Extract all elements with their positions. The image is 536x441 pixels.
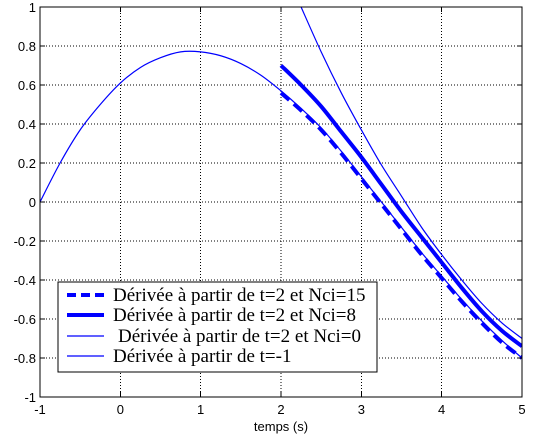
legend-label: Dérivée à partir de t=2 et Nci=15: [113, 285, 366, 306]
legend-item: Dérivée à partir de t=-1: [67, 346, 291, 367]
series-line-2: [279, 64, 522, 348]
legend-item: Dérivée à partir de t=2 et Nci=8: [67, 305, 356, 326]
x-tick-label: 0: [117, 402, 124, 417]
y-tick-label: -0.4: [14, 273, 36, 288]
x-tick-labels: -1 0 1 2 3 4 5: [34, 402, 525, 417]
legend-box: [57, 281, 378, 373]
x-tick-label: 3: [358, 402, 365, 417]
y-tick-label: -0.2: [14, 234, 36, 249]
legend-label: Dérivée à partir de t=-1: [113, 346, 291, 367]
y-tick-label: 0.4: [18, 117, 36, 132]
x-tick-label: -1: [34, 402, 46, 417]
legend-label: Dérivée à partir de t=2 et Nci=8: [113, 305, 356, 326]
y-tick-label: -1: [24, 390, 36, 405]
y-tick-label: 0: [29, 195, 36, 210]
y-tick-label: 1: [29, 0, 36, 15]
legend-item: Dérivée à partir de t=2 et Nci=15: [67, 285, 366, 306]
legend-label: Dérivée à partir de t=2 et Nci=0: [118, 326, 361, 347]
legend-item: Dérivée à partir de t=2 et Nci=0: [67, 326, 361, 347]
y-tick-label: -0.6: [14, 312, 36, 327]
series-line-3: [300, 7, 522, 339]
x-tick-label: 2: [277, 402, 284, 417]
y-tick-labels: -1 -0.8 -0.6 -0.4 -0.2 0 0.2 0.4 0.6 0.8 1: [14, 0, 36, 405]
series-lines: [40, 7, 522, 360]
series-line-1: [279, 91, 522, 360]
legend: Dérivée à partir de t=2 et Nci=15 Dérivé…: [57, 281, 378, 373]
x-tick-label: 1: [197, 402, 204, 417]
series-line-4: [40, 50, 522, 359]
y-tick-label: 0.2: [18, 156, 36, 171]
x-tick-label: 4: [438, 402, 445, 417]
tick-marks: [39, 6, 523, 398]
y-tick-label: 0.8: [18, 39, 36, 54]
y-tick-label: 0.6: [18, 78, 36, 93]
y-tick-label: -0.8: [14, 351, 36, 366]
x-tick-label: 5: [518, 402, 525, 417]
x-axis-label: temps (s): [254, 419, 308, 434]
